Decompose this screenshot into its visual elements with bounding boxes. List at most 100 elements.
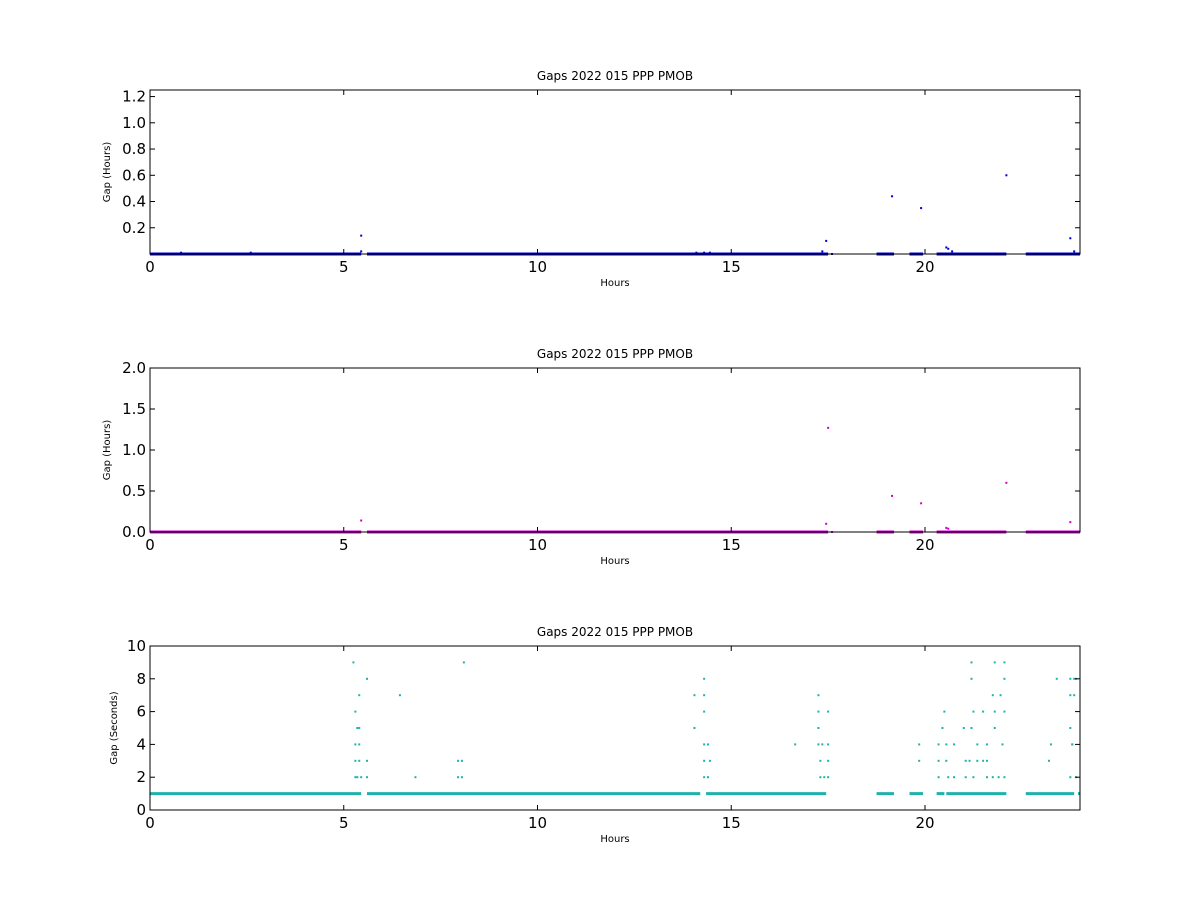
chart-title: Gaps 2022 015 PPP PMOB: [537, 69, 693, 83]
y-axis-label: Gap (Seconds): [109, 691, 120, 764]
data-point: [1003, 776, 1006, 779]
data-point: [354, 759, 357, 762]
chart-panel-3: Gaps 2022 015 PPP PMOB 0 5 10 15 20 0 2 4 6 8 10 Hou…: [109, 625, 1081, 845]
data-point: [358, 743, 361, 746]
y-tick-label: 6: [136, 703, 146, 721]
data-point: [1071, 743, 1074, 746]
y-tick-label: 0.2: [122, 219, 146, 237]
plot-frame: [149, 89, 1081, 255]
data-point: [707, 743, 709, 746]
data-point: [827, 759, 830, 762]
data-point: [819, 759, 822, 762]
data-point: [249, 251, 252, 254]
data-point: [947, 527, 950, 530]
data-point: [708, 251, 711, 254]
data-point: [945, 246, 948, 249]
data-point: [366, 677, 368, 680]
data-point: [356, 776, 359, 779]
data-point: [953, 743, 956, 746]
data-point: [941, 727, 944, 729]
data-point: [970, 727, 973, 729]
x-tick-label: 0: [145, 258, 155, 276]
data-point: [823, 776, 826, 779]
data-point: [703, 251, 706, 254]
data-point: [951, 250, 954, 253]
data-point: [1049, 743, 1052, 746]
data-point: [414, 776, 417, 779]
data-point: [817, 727, 820, 729]
data-point: [945, 759, 948, 762]
data-point: [1073, 694, 1076, 697]
x-tick-label: 15: [722, 258, 741, 276]
data-point: [460, 776, 463, 779]
x-tick-label: 15: [722, 814, 741, 832]
data-point: [703, 694, 706, 697]
data-point: [991, 776, 994, 779]
data-point: [462, 661, 465, 664]
y-tick-label: 2: [136, 768, 146, 786]
x-tick-label: 10: [528, 814, 547, 832]
data-point: [918, 743, 921, 746]
data-point: [945, 743, 948, 746]
chart-title: Gaps 2022 015 PPP PMOB: [537, 625, 693, 639]
data-point: [693, 694, 696, 697]
data-point: [1069, 694, 1072, 697]
x-tick-label: 5: [339, 536, 349, 554]
data-point: [354, 743, 357, 746]
x-tick-label: 0: [145, 814, 155, 832]
x-tick-label: 5: [339, 814, 349, 832]
y-axis-label: Gap (Hours): [102, 420, 113, 481]
data-point: [354, 776, 357, 779]
data-point: [821, 743, 824, 746]
data-point: [695, 251, 698, 254]
data-point: [1069, 237, 1072, 240]
data-point: [356, 727, 359, 729]
data-point: [962, 727, 965, 729]
data-point: [986, 759, 988, 762]
y-tick-label: 0.8: [122, 140, 146, 158]
data-point: [821, 250, 824, 253]
y-tick-label: 10: [127, 637, 146, 655]
data-point: [964, 776, 967, 779]
data-point: [953, 776, 956, 779]
y-tick-label: 4: [136, 735, 146, 753]
data-point: [1001, 743, 1004, 746]
data-point: [947, 776, 950, 779]
data-point: [999, 694, 1002, 697]
chart-title: Gaps 2022 015 PPP PMOB: [537, 347, 693, 361]
data-point: [970, 677, 973, 680]
data-point: [937, 776, 940, 779]
data-point: [794, 743, 797, 746]
data-point: [947, 247, 950, 250]
x-tick-label: 20: [915, 258, 934, 276]
data-point: [457, 776, 460, 779]
y-tick-label: 0.0: [122, 523, 146, 541]
data-point: [937, 759, 940, 762]
data-point: [986, 743, 988, 746]
data-point: [827, 776, 830, 779]
data-point: [1073, 250, 1076, 253]
data-point: [1005, 174, 1008, 177]
data-point: [943, 710, 946, 713]
data-point: [1055, 677, 1058, 680]
data-point: [997, 776, 1000, 779]
y-tick-label: 1.2: [122, 88, 146, 106]
y-tick-label: 0.5: [122, 482, 146, 500]
x-tick-label: 5: [339, 258, 349, 276]
data-point: [968, 759, 971, 762]
data-point: [352, 661, 355, 664]
data-point: [360, 519, 363, 522]
data-point: [945, 526, 948, 529]
data-point: [827, 743, 830, 746]
data-point: [358, 727, 361, 729]
data-point: [918, 759, 921, 762]
x-tick-label: 0: [145, 536, 155, 554]
data-point: [460, 759, 463, 762]
x-tick-label: 10: [528, 536, 547, 554]
x-tick-label: 20: [915, 536, 934, 554]
y-axis-label: Gap (Hours): [102, 142, 113, 203]
data-point: [358, 759, 361, 762]
data-point: [976, 743, 979, 746]
chart-panel-2: Gaps 2022 015 PPP PMOB 0 5 10 15 20 0.0 0.5 1.0 1…: [102, 347, 1081, 567]
chart-panel-1: Gaps 2022 015 PPP PMOB 0 5 10 15 20 0.2 0.4 0.6 0…: [102, 69, 1081, 289]
